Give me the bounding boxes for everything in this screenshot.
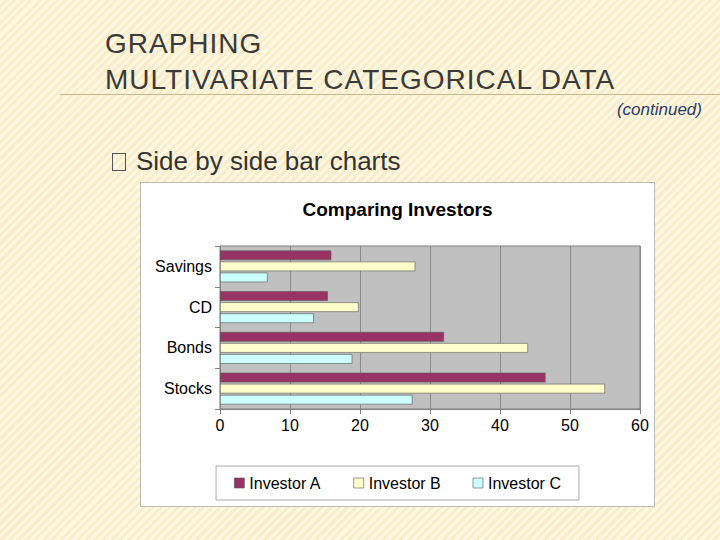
- svg-text:60: 60: [631, 417, 649, 434]
- svg-text:40: 40: [491, 417, 509, 434]
- svg-text:20: 20: [351, 417, 369, 434]
- svg-text:CD: CD: [189, 299, 212, 316]
- html-text:Side by side bar charts: Side by side bar charts: [136, 146, 401, 176]
- svg-text:0: 0: [216, 417, 225, 434]
- svg-text:Bonds: Bonds: [167, 339, 212, 356]
- svg-text:Investor B: Investor B: [369, 475, 441, 492]
- svg-text:Savings: Savings: [155, 258, 212, 275]
- html-text:(continued): (continued): [616, 100, 702, 119]
- svg-text:Investor C: Investor C: [488, 475, 561, 492]
- svg-text:Comparing Investors: Comparing Investors: [302, 199, 492, 220]
- svg-text:10: 10: [281, 417, 299, 434]
- html-text:GRAPHING: GRAPHING: [105, 28, 263, 59]
- svg-text:50: 50: [561, 417, 579, 434]
- svg-text:30: 30: [421, 417, 439, 434]
- svg-text:Stocks: Stocks: [164, 380, 212, 397]
- html-text:MULTIVARIATE CATEGORICAL DATA: MULTIVARIATE CATEGORICAL DATA: [105, 64, 616, 95]
- svg-text:Investor A: Investor A: [249, 475, 320, 492]
